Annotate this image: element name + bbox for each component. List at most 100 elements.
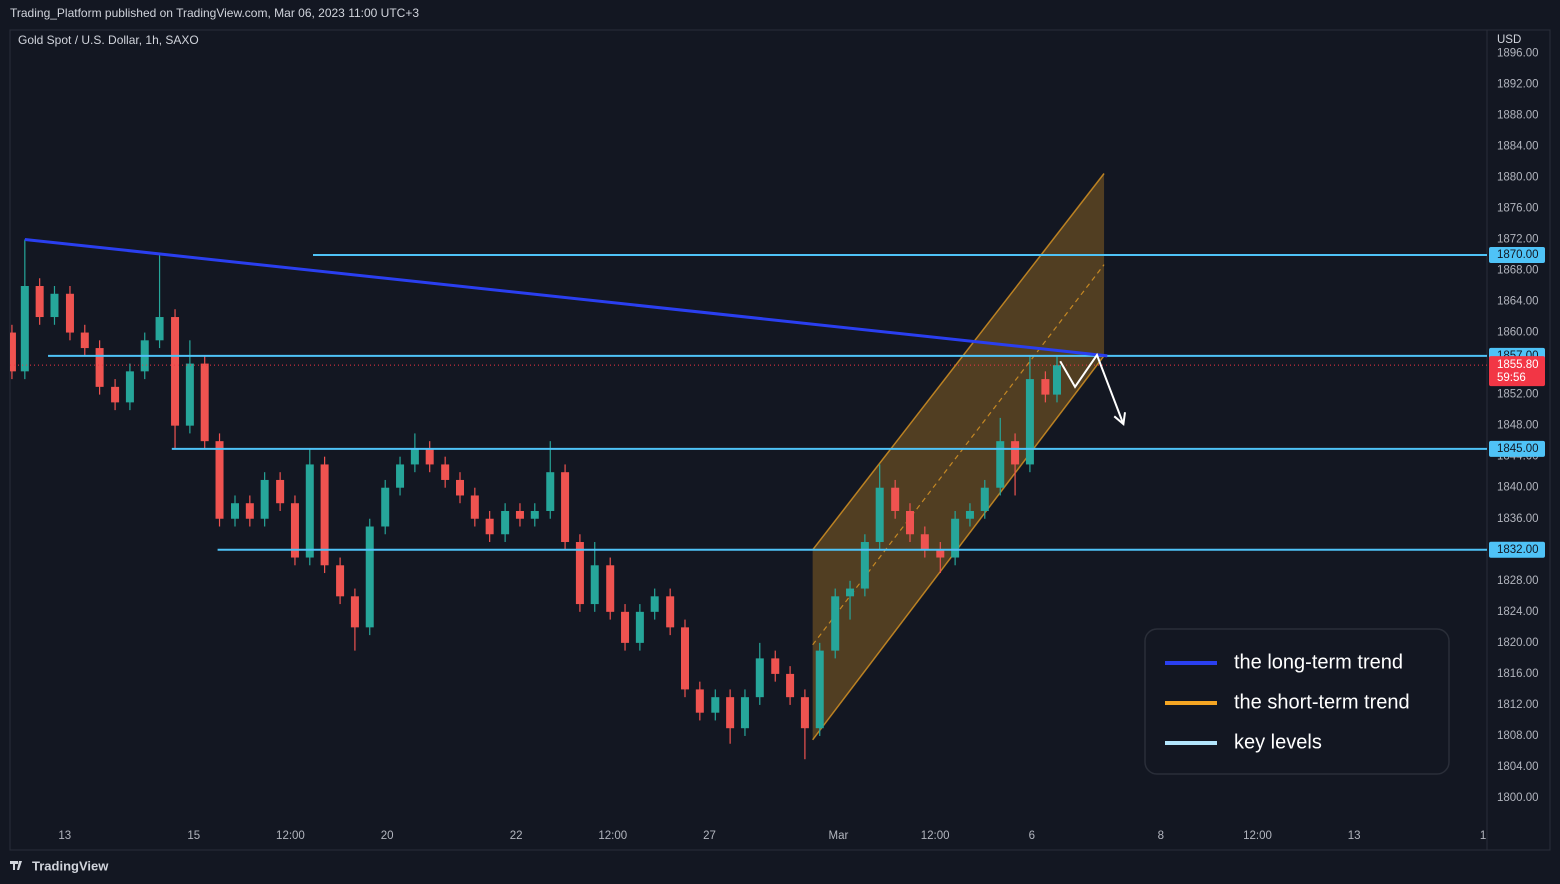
x-tick-label: 6 (1029, 830, 1035, 842)
candle-body (846, 588, 855, 597)
candle-body (650, 596, 659, 612)
x-tick-label: 15 (187, 830, 200, 842)
tradingview-logo-icon (10, 861, 22, 870)
candle-body (200, 363, 209, 442)
candle-body (470, 495, 479, 519)
y-tick-label: 1868.00 (1497, 265, 1539, 277)
projection-arrow-head (1113, 412, 1126, 427)
level-price-label: 1832.00 (1497, 544, 1539, 556)
candle-body (10, 332, 16, 372)
x-tick-label: 20 (381, 830, 394, 842)
legend-box (1144, 628, 1450, 775)
candle-body (276, 479, 285, 504)
x-tick-label: 22 (510, 830, 523, 842)
candle-body (125, 371, 134, 403)
candle-body (680, 627, 689, 690)
level-price-label: 1870.00 (1497, 249, 1539, 261)
candle-body (996, 441, 1005, 488)
y-tick-label: 1808.00 (1497, 730, 1539, 742)
candle-body (410, 448, 419, 465)
y-tick-label: 1824.00 (1497, 606, 1539, 618)
level-price-label: 1845.00 (1497, 443, 1539, 455)
plot-area (10, 173, 1487, 760)
candle-body (905, 510, 914, 535)
y-tick-label: 1892.00 (1497, 78, 1539, 90)
candle-body (546, 472, 555, 511)
candle-body (980, 487, 989, 511)
y-tick-label: 1872.00 (1497, 233, 1539, 245)
frame (9, 29, 1551, 851)
projection-path (1059, 352, 1125, 425)
candle-body (635, 611, 644, 643)
candle-body (35, 286, 44, 318)
candle-body (425, 448, 434, 465)
x-tick-label: 27 (703, 830, 716, 842)
x-tick-label: 8 (1158, 830, 1164, 842)
candle-body (441, 464, 450, 480)
y-tick-label: 1812.00 (1497, 699, 1539, 711)
candle-body (530, 510, 539, 519)
candle-body (336, 565, 345, 597)
candle-body (965, 510, 974, 519)
candle-body (320, 464, 329, 566)
candle-body (875, 487, 884, 543)
candle-body (350, 596, 359, 628)
published-note: Trading_Platform published on TradingVie… (10, 6, 419, 20)
x-tick-label: 13 (58, 830, 71, 842)
candle-body (305, 464, 314, 558)
candle-body (1025, 379, 1034, 465)
y-tick-label: 1848.00 (1497, 420, 1539, 432)
candle-body (590, 565, 599, 605)
candle-body (396, 464, 405, 488)
channel-upper (812, 173, 1105, 551)
countdown-label: 59:56 (1497, 372, 1526, 384)
candle-body (515, 510, 524, 519)
candle-body (381, 487, 390, 527)
x-tick-label: 12:00 (921, 830, 950, 842)
candle-body (501, 510, 510, 535)
candle-body (920, 534, 929, 550)
x-tick-label: 12:00 (598, 830, 627, 842)
y-tick-label: 1864.00 (1497, 296, 1539, 308)
candle-body (260, 479, 269, 519)
candle-body (111, 386, 120, 403)
candle-body (711, 697, 720, 713)
level-price-box (1489, 541, 1545, 558)
candle-body (1052, 365, 1061, 395)
candle-body (575, 542, 584, 605)
candle-body (245, 503, 254, 519)
candle-body (740, 697, 749, 729)
candle-body (155, 317, 164, 341)
y-tick-label: 1884.00 (1497, 140, 1539, 152)
x-tick-label: 1 (1480, 830, 1486, 842)
legend-label: the short-term trend (1234, 691, 1410, 713)
x-tick-label: 12:00 (276, 830, 305, 842)
y-tick-label: 1836.00 (1497, 513, 1539, 525)
candle-body (290, 503, 299, 558)
legend-label: key levels (1234, 731, 1322, 753)
last-price-box (1489, 356, 1545, 387)
candle-body (65, 293, 74, 333)
y-tick-label: 1896.00 (1497, 47, 1539, 59)
candle-body (171, 317, 180, 426)
candle-body (755, 658, 764, 698)
candle-body (455, 479, 464, 496)
candle-body (860, 542, 869, 589)
channel-middle (812, 264, 1105, 646)
candle-body (800, 697, 809, 729)
candle-body (726, 697, 735, 729)
candle-body (230, 503, 239, 519)
y-tick-label: 1880.00 (1497, 171, 1539, 183)
y-tick-label: 1876.00 (1497, 202, 1539, 214)
x-tick-label: Mar (829, 830, 849, 842)
candle-body (606, 565, 615, 612)
candle-body (215, 441, 224, 519)
y-tick-label: 1800.00 (1497, 792, 1539, 804)
price-axis: 1800.00 1804.00 1808.00 1812.00 1816.00 1820.… (1489, 47, 1545, 804)
candle-body (771, 658, 780, 674)
legend-label: the long-term trend (1234, 651, 1403, 673)
candle-body (1041, 379, 1050, 395)
candle-body (485, 518, 494, 535)
